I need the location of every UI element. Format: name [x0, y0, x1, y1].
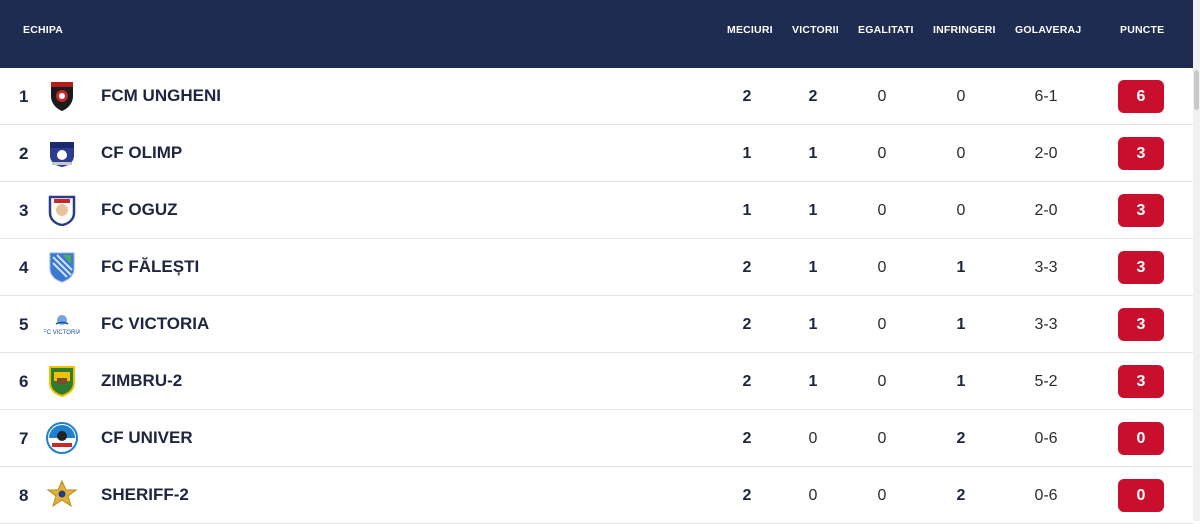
- table-row[interactable]: 2 CF OLIMP 1 1 0 0 2-0 3: [0, 125, 1193, 182]
- team-name[interactable]: FC OGUZ: [101, 200, 178, 219]
- position-number: 6: [19, 372, 29, 391]
- draws-count: 0: [877, 316, 887, 333]
- goal-difference: 2-0: [1034, 145, 1058, 162]
- sheriff-crest-icon: [44, 479, 80, 511]
- draws-count: 0: [877, 430, 887, 447]
- losses-count: 1: [956, 259, 966, 276]
- wins-count: 0: [808, 487, 818, 504]
- position-number: 2: [19, 144, 29, 163]
- goal-difference: 3-3: [1034, 259, 1058, 276]
- cf-univer-crest-icon: [44, 422, 80, 454]
- matches-played: 2: [742, 373, 752, 390]
- points-badge: 3: [1118, 137, 1164, 170]
- fcm-ungheni-crest-icon: [44, 80, 80, 112]
- matches-played: 2: [742, 487, 752, 504]
- table-row[interactable]: 4 FC FĂLEȘTI 2 1 0 1 3-3 3: [0, 239, 1193, 296]
- matches-played: 2: [742, 430, 752, 447]
- table-row[interactable]: 7 CF UNIVER 2 0 0 2 0-6 0: [0, 410, 1193, 467]
- position-number: 7: [19, 429, 29, 448]
- losses-count: 0: [956, 88, 966, 105]
- svg-text:FC VICTORIA: FC VICTORIA: [44, 330, 80, 336]
- wins-count: 2: [808, 88, 818, 105]
- goal-difference: 3-3: [1034, 316, 1058, 333]
- points-badge: 3: [1118, 365, 1164, 398]
- points-badge: 0: [1118, 422, 1164, 455]
- draws-count: 0: [877, 145, 887, 162]
- team-name[interactable]: SHERIFF-2: [101, 485, 189, 504]
- header-team: ECHIPA: [23, 24, 64, 36]
- team-name[interactable]: FCM UNGHENI: [101, 86, 221, 105]
- table-row[interactable]: 1 FCM UNGHENI 2 2 0 0 6-1 6: [0, 68, 1193, 125]
- header-draws: EGALITATI: [858, 24, 914, 36]
- losses-count: 2: [956, 487, 966, 504]
- position-number: 1: [19, 87, 29, 106]
- losses-count: 0: [956, 202, 966, 219]
- table-row[interactable]: 6 ZIMBRU-2 2 1 0 1 5-2 3: [0, 353, 1193, 410]
- team-name[interactable]: ZIMBRU-2: [101, 371, 183, 390]
- draws-count: 0: [877, 202, 887, 219]
- draws-count: 0: [877, 259, 887, 276]
- table-row[interactable]: 5 FC VICTORIA FC VICTORIA 2 1 0 1 3-3 3: [0, 296, 1193, 353]
- points-badge: 3: [1118, 251, 1164, 284]
- team-name[interactable]: FC VICTORIA: [101, 314, 210, 333]
- points-badge: 6: [1118, 80, 1164, 113]
- header-points: PUNCTE: [1120, 24, 1165, 36]
- losses-count: 1: [956, 373, 966, 390]
- matches-played: 2: [742, 316, 752, 333]
- goal-difference: 0-6: [1034, 430, 1058, 447]
- matches-played: 1: [742, 145, 752, 162]
- losses-count: 2: [956, 430, 966, 447]
- zimbru-crest-icon: [44, 365, 80, 397]
- table-row[interactable]: 3 FC OGUZ 1 1 0 0 2-0 3: [0, 182, 1193, 239]
- table-row[interactable]: 8 SHERIFF-2 2 0 0 2 0-6 0: [0, 467, 1193, 524]
- points-badge: 0: [1118, 479, 1164, 512]
- cf-olimp-crest-icon: [44, 137, 80, 169]
- losses-count: 0: [956, 145, 966, 162]
- points-badge: 3: [1118, 308, 1164, 341]
- wins-count: 1: [808, 373, 818, 390]
- goal-difference: 2-0: [1034, 202, 1058, 219]
- header-losses: INFRINGERI: [933, 24, 996, 36]
- draws-count: 0: [877, 88, 887, 105]
- position-number: 5: [19, 315, 29, 334]
- wins-count: 1: [808, 145, 818, 162]
- losses-count: 1: [956, 316, 966, 333]
- goal-difference: 0-6: [1034, 487, 1058, 504]
- fc-falesti-crest-icon: [44, 251, 80, 283]
- header-wins: VICTORII: [792, 24, 839, 36]
- position-number: 4: [19, 258, 29, 277]
- goal-difference: 5-2: [1034, 373, 1058, 390]
- matches-played: 1: [742, 202, 752, 219]
- team-name[interactable]: CF OLIMP: [101, 143, 183, 162]
- header-played: MECIURI: [727, 24, 773, 36]
- team-name[interactable]: CF UNIVER: [101, 428, 193, 447]
- scrollbar-thumb[interactable]: [1194, 70, 1199, 110]
- scrollbar[interactable]: [1193, 0, 1200, 521]
- position-number: 3: [19, 201, 29, 220]
- fc-victoria-crest-icon: FC VICTORIA: [44, 308, 80, 340]
- position-number: 8: [19, 486, 29, 505]
- draws-count: 0: [877, 373, 887, 390]
- points-badge: 3: [1118, 194, 1164, 227]
- team-name[interactable]: FC FĂLEȘTI: [101, 257, 200, 276]
- goal-difference: 6-1: [1034, 88, 1058, 105]
- wins-count: 1: [808, 316, 818, 333]
- matches-played: 2: [742, 88, 752, 105]
- header-goals: GOLAVERAJ: [1015, 24, 1082, 36]
- draws-count: 0: [877, 487, 887, 504]
- fc-oguz-crest-icon: [44, 194, 80, 226]
- matches-played: 2: [742, 259, 752, 276]
- wins-count: 1: [808, 259, 818, 276]
- wins-count: 0: [808, 430, 818, 447]
- table-header: ECHIPA MECIURI VICTORII EGALITATI INFRIN…: [0, 0, 1193, 68]
- wins-count: 1: [808, 202, 818, 219]
